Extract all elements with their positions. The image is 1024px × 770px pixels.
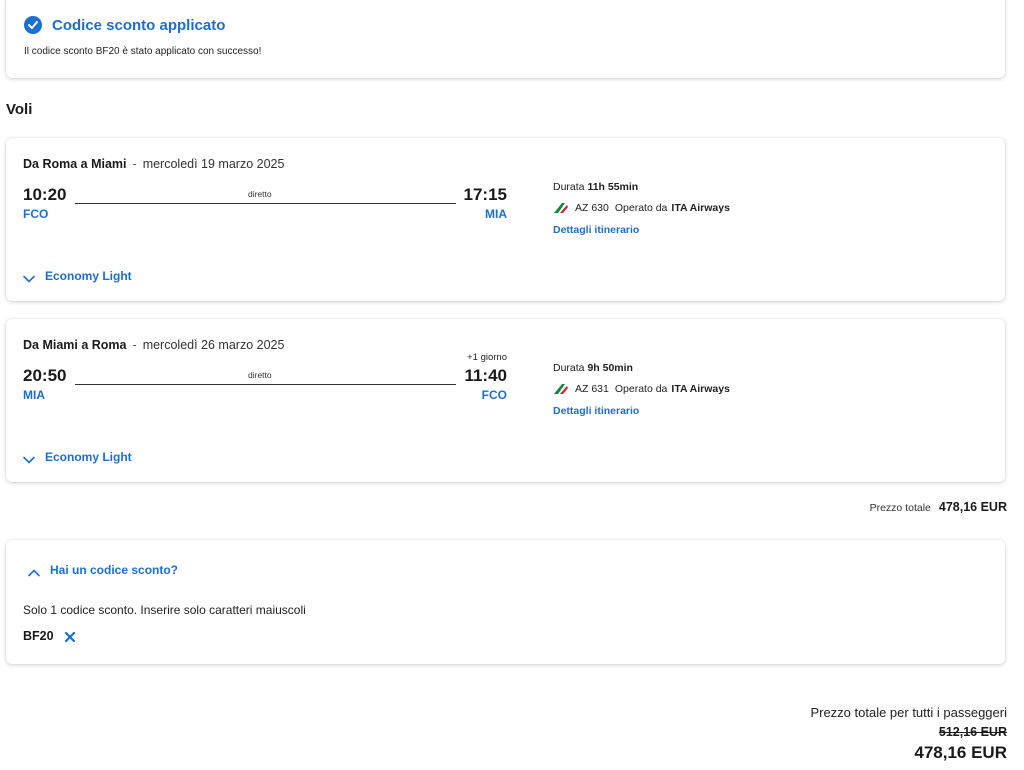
route-line bbox=[75, 203, 456, 204]
arrival-time: 17:15 bbox=[463, 185, 507, 204]
departure-airport: MIA bbox=[23, 388, 45, 402]
discount-note: Solo 1 codice sconto. Inserire solo cara… bbox=[23, 603, 306, 617]
fare-toggle[interactable]: Economy Light bbox=[23, 450, 132, 464]
flight-card-return: Da Miami a Roma - mercoledì 26 marzo 2025 … bbox=[6, 319, 1005, 482]
discount-toggle[interactable]: Hai un codice sconto? bbox=[28, 563, 178, 577]
flight-card-outbound: Da Roma a Miami - mercoledì 19 marzo 2025 … bbox=[6, 138, 1005, 301]
arrival-time: 11:40 bbox=[464, 366, 507, 385]
duration-value: 11h 55min bbox=[587, 181, 639, 193]
discounted-price: 478,16 EUR bbox=[914, 743, 1007, 762]
carrier-name: ITA Airways bbox=[671, 383, 730, 395]
departure-time: 10:20 bbox=[23, 185, 67, 204]
route-line bbox=[75, 384, 456, 385]
itinerary-details-link[interactable]: Dettagli itinerario bbox=[553, 405, 640, 417]
section-title-flights: Voli bbox=[6, 101, 33, 118]
remove-code-icon[interactable] bbox=[64, 630, 76, 643]
banner-message: Il codice sconto BF20 è stato applicato … bbox=[24, 46, 262, 57]
route-separator: - bbox=[132, 157, 137, 171]
flight-route: Da Roma a Miami - mercoledì 19 marzo 2025 bbox=[23, 157, 284, 171]
duration: Durata 9h 50min bbox=[553, 362, 633, 374]
discount-code-value: BF20 bbox=[23, 629, 54, 643]
flight-date: mercoledì 19 marzo 2025 bbox=[142, 157, 285, 171]
flight-number: AZ 630 bbox=[575, 202, 609, 214]
fare-label: Economy Light bbox=[45, 450, 132, 464]
total-value: 478,16 EUR bbox=[938, 500, 1007, 514]
banner-header: Codice sconto applicato bbox=[24, 16, 225, 34]
departure-airport: FCO bbox=[23, 207, 49, 221]
total-label: Prezzo totale bbox=[869, 502, 931, 514]
operated-label: Operato da bbox=[614, 383, 668, 395]
carrier-name: ITA Airways bbox=[671, 202, 730, 214]
operated-label: Operato da bbox=[614, 202, 668, 214]
chevron-down-icon bbox=[23, 453, 35, 464]
discount-applied-banner: Codice sconto applicato Il codice sconto… bbox=[6, 0, 1005, 78]
chevron-down-icon bbox=[23, 272, 35, 283]
route-label: Da Miami a Roma bbox=[23, 338, 127, 352]
itinerary-details-link[interactable]: Dettagli itinerario bbox=[553, 224, 640, 236]
fare-toggle[interactable]: Economy Light bbox=[23, 269, 132, 283]
chevron-up-icon bbox=[28, 566, 40, 577]
discount-toggle-label: Hai un codice sconto? bbox=[50, 563, 179, 577]
arrival-airport: FCO bbox=[481, 388, 507, 402]
airline-logo-icon bbox=[553, 202, 569, 214]
discount-code-card: Hai un codice sconto? Solo 1 codice scon… bbox=[6, 540, 1005, 664]
duration: Durata 11h 55min bbox=[553, 181, 638, 193]
duration-label: Durata bbox=[553, 181, 585, 193]
operated-by: AZ 630 Operato da ITA Airways bbox=[553, 202, 730, 214]
duration-value: 9h 50min bbox=[587, 362, 633, 374]
airline-logo-icon bbox=[553, 383, 569, 395]
next-day-badge: +1 giorno bbox=[467, 352, 507, 363]
flights-total: Prezzo totale 478,16 EUR bbox=[870, 500, 1007, 514]
arrival-airport: MIA bbox=[485, 207, 507, 221]
stops-label: diretto bbox=[248, 370, 272, 380]
route-label: Da Roma a Miami bbox=[23, 157, 127, 171]
original-price: 512,16 EUR bbox=[938, 725, 1007, 739]
stops-label: diretto bbox=[248, 189, 272, 199]
grand-total-label: Prezzo totale per tutti i passeggeri bbox=[810, 705, 1007, 720]
fare-label: Economy Light bbox=[45, 269, 132, 283]
route-separator: - bbox=[132, 338, 137, 352]
applied-code: BF20 bbox=[23, 629, 76, 643]
departure-time: 20:50 bbox=[23, 366, 67, 385]
flight-date: mercoledì 26 marzo 2025 bbox=[142, 338, 285, 352]
check-circle-icon bbox=[24, 16, 42, 34]
flight-number: AZ 631 bbox=[575, 383, 609, 395]
operated-by: AZ 631 Operato da ITA Airways bbox=[553, 383, 730, 395]
duration-label: Durata bbox=[553, 362, 585, 374]
grand-total: Prezzo totale per tutti i passeggeri 512… bbox=[810, 705, 1007, 763]
banner-title: Codice sconto applicato bbox=[52, 16, 226, 34]
flight-route: Da Miami a Roma - mercoledì 26 marzo 2025 bbox=[23, 338, 284, 352]
